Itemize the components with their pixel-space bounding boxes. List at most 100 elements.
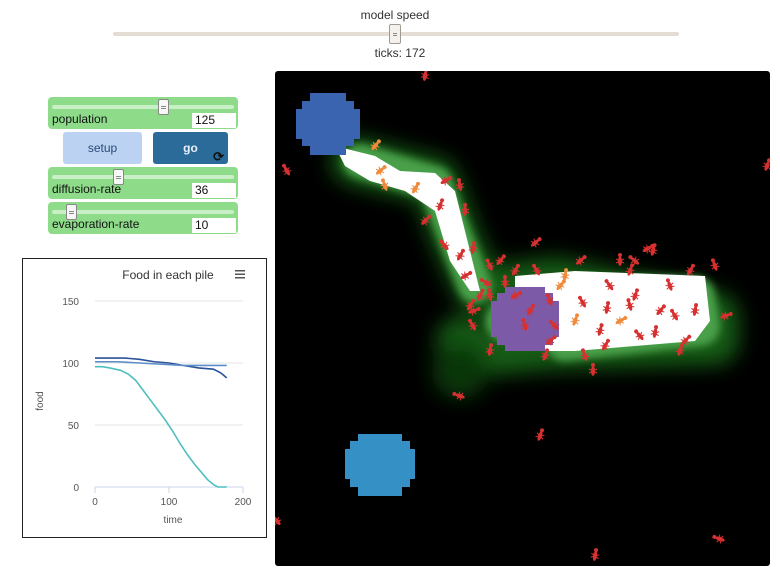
go-label: go — [183, 141, 198, 155]
slider-label: population — [52, 112, 108, 126]
ant — [455, 248, 465, 261]
series-line — [95, 360, 227, 367]
model-speed-thumb[interactable] — [389, 24, 401, 44]
ant — [460, 271, 473, 281]
slider-track[interactable] — [52, 210, 234, 214]
x-tick-label: 100 — [161, 497, 178, 508]
forever-icon: ⟳ — [213, 149, 224, 164]
slider-thumb[interactable] — [66, 204, 77, 220]
slider-value[interactable]: 125 — [192, 113, 236, 128]
ant — [452, 391, 465, 401]
slider-thumb[interactable] — [158, 99, 169, 115]
series-line — [95, 365, 227, 488]
ant — [710, 258, 720, 271]
ant — [495, 254, 506, 266]
food-plot: Food in each pile food time 150 100 50 0 0 10… — [22, 258, 267, 538]
evaporation-rate-slider[interactable]: evaporation-rate 10 — [48, 202, 238, 234]
ant — [615, 253, 625, 266]
setup-button[interactable]: setup — [63, 132, 142, 164]
slider-track[interactable] — [52, 175, 234, 179]
ant — [530, 237, 542, 248]
ant — [712, 534, 725, 544]
ants — [275, 71, 770, 561]
ant — [762, 158, 770, 171]
ant — [440, 176, 453, 186]
ant — [630, 288, 640, 301]
ant — [535, 428, 545, 441]
pheromone-trail — [331, 137, 739, 399]
ant — [485, 258, 495, 271]
diffusion-rate-slider[interactable]: diffusion-rate 36 — [48, 167, 238, 199]
ant — [685, 263, 695, 276]
ant — [532, 263, 542, 276]
ant — [548, 319, 560, 331]
ant — [465, 298, 475, 311]
series-line — [95, 357, 228, 379]
ant — [439, 239, 450, 251]
ant — [575, 255, 587, 266]
plot-title: Food in each pile — [122, 268, 214, 282]
y-axis-label: food — [35, 391, 46, 410]
ant — [468, 241, 478, 254]
ant — [625, 298, 635, 311]
ant — [588, 363, 598, 376]
slider-value[interactable]: 36 — [192, 183, 236, 198]
menu-icon[interactable] — [235, 270, 245, 279]
slider-label: evaporation-rate — [52, 217, 140, 231]
ant — [282, 163, 292, 176]
ant — [540, 348, 550, 361]
ant — [602, 301, 612, 314]
ticks-counter: ticks: 172 — [374, 46, 426, 60]
ant — [595, 323, 605, 336]
x-axis-label: time — [164, 515, 183, 526]
ant — [590, 548, 600, 561]
ant — [634, 329, 645, 341]
ant — [680, 334, 692, 346]
x-tick-label: 0 — [92, 497, 98, 508]
world-svg — [275, 71, 770, 561]
ant — [642, 244, 655, 254]
model-speed-label: model speed — [360, 8, 430, 22]
ant — [420, 71, 430, 81]
slider-label: diffusion-rate — [52, 182, 122, 196]
world-view[interactable] — [275, 71, 770, 566]
ant — [555, 279, 566, 291]
ant — [479, 278, 492, 288]
ant — [520, 318, 530, 331]
ant — [625, 263, 635, 276]
ant — [485, 288, 495, 301]
ant — [650, 325, 660, 338]
ant — [275, 514, 282, 526]
ant — [410, 181, 420, 194]
ant — [375, 165, 387, 176]
ant — [420, 214, 432, 226]
go-button[interactable]: go ⟳ — [153, 132, 228, 164]
ant — [455, 178, 465, 191]
ant — [578, 295, 588, 308]
ant — [468, 306, 481, 316]
y-tick-label: 50 — [68, 421, 80, 432]
ant — [380, 178, 390, 191]
y-tick-label: 100 — [62, 359, 79, 370]
setup-label: setup — [87, 141, 118, 155]
ant — [475, 288, 485, 301]
slider-track[interactable] — [52, 105, 234, 109]
ant — [600, 338, 610, 351]
ant — [628, 255, 640, 266]
ant — [570, 313, 580, 326]
ant — [545, 293, 555, 306]
ant — [655, 304, 666, 316]
slider-value[interactable]: 10 — [192, 218, 236, 233]
ant — [545, 335, 557, 346]
food-plot-svg: Food in each pile food time 150 100 50 0 0 10… — [35, 268, 252, 526]
population-slider[interactable]: population 125 — [48, 97, 238, 129]
ant — [510, 263, 520, 276]
ant — [460, 203, 470, 216]
ant — [580, 348, 590, 361]
y-tick-label: 0 — [73, 483, 79, 494]
ant — [468, 318, 478, 331]
ant — [510, 291, 523, 301]
ant — [500, 275, 510, 288]
slider-thumb[interactable] — [113, 169, 124, 185]
ant — [525, 303, 535, 316]
